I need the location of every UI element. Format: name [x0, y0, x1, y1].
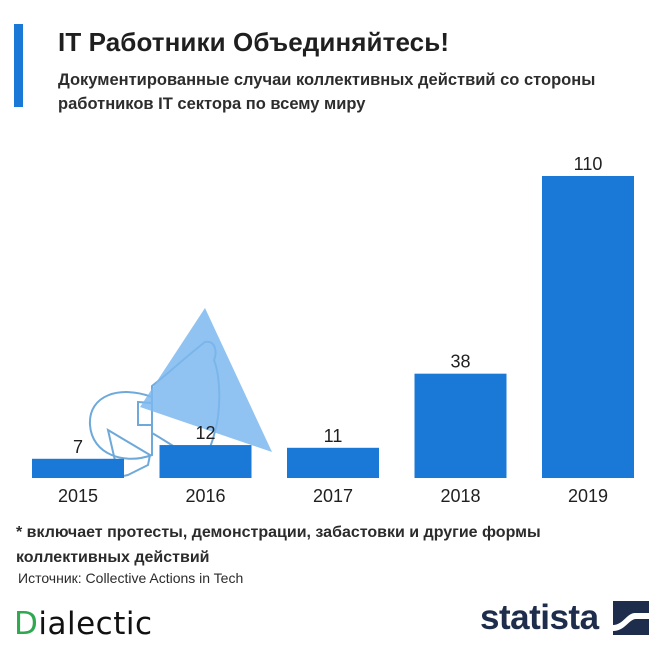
bar-2017: [287, 447, 379, 478]
value-label-2015: 7: [73, 437, 83, 457]
dialectic-logo-rest: ialectic: [38, 606, 153, 642]
statista-wave-icon: [613, 601, 649, 635]
x-tick-label-2017: 2017: [313, 486, 353, 506]
x-tick-label-2019: 2019: [568, 486, 608, 506]
bar-2015: [32, 458, 124, 478]
value-label-2018: 38: [450, 352, 470, 372]
source-note: Источник: Collective Actions in Tech: [18, 570, 244, 586]
bar-chart: 7 2015 12 2016 11 2017 38 2018 110 2019: [32, 154, 634, 506]
chart-subtitle: Документированные случаи коллективных де…: [58, 71, 596, 113]
value-label-2016: 12: [195, 423, 215, 443]
bar-2019: [542, 176, 634, 478]
dialectic-logo-initial: D: [14, 606, 39, 642]
dialectic-logo[interactable]: Dialectic: [14, 606, 153, 642]
x-tick-label-2016: 2016: [185, 486, 225, 506]
footnote: * включает протесты, демонстрации, забас…: [16, 524, 541, 566]
title-accent-bar: [14, 24, 23, 107]
value-label-2017: 11: [324, 426, 343, 446]
chart-title: IT Работники Объединяйтесь!: [58, 27, 450, 57]
statista-logo[interactable]: statista: [480, 598, 599, 637]
x-tick-label-2015: 2015: [58, 486, 98, 506]
value-label-2019: 110: [574, 154, 603, 174]
bar-2018: [414, 373, 507, 478]
bar-2016: [159, 445, 252, 478]
x-tick-label-2018: 2018: [440, 486, 480, 506]
